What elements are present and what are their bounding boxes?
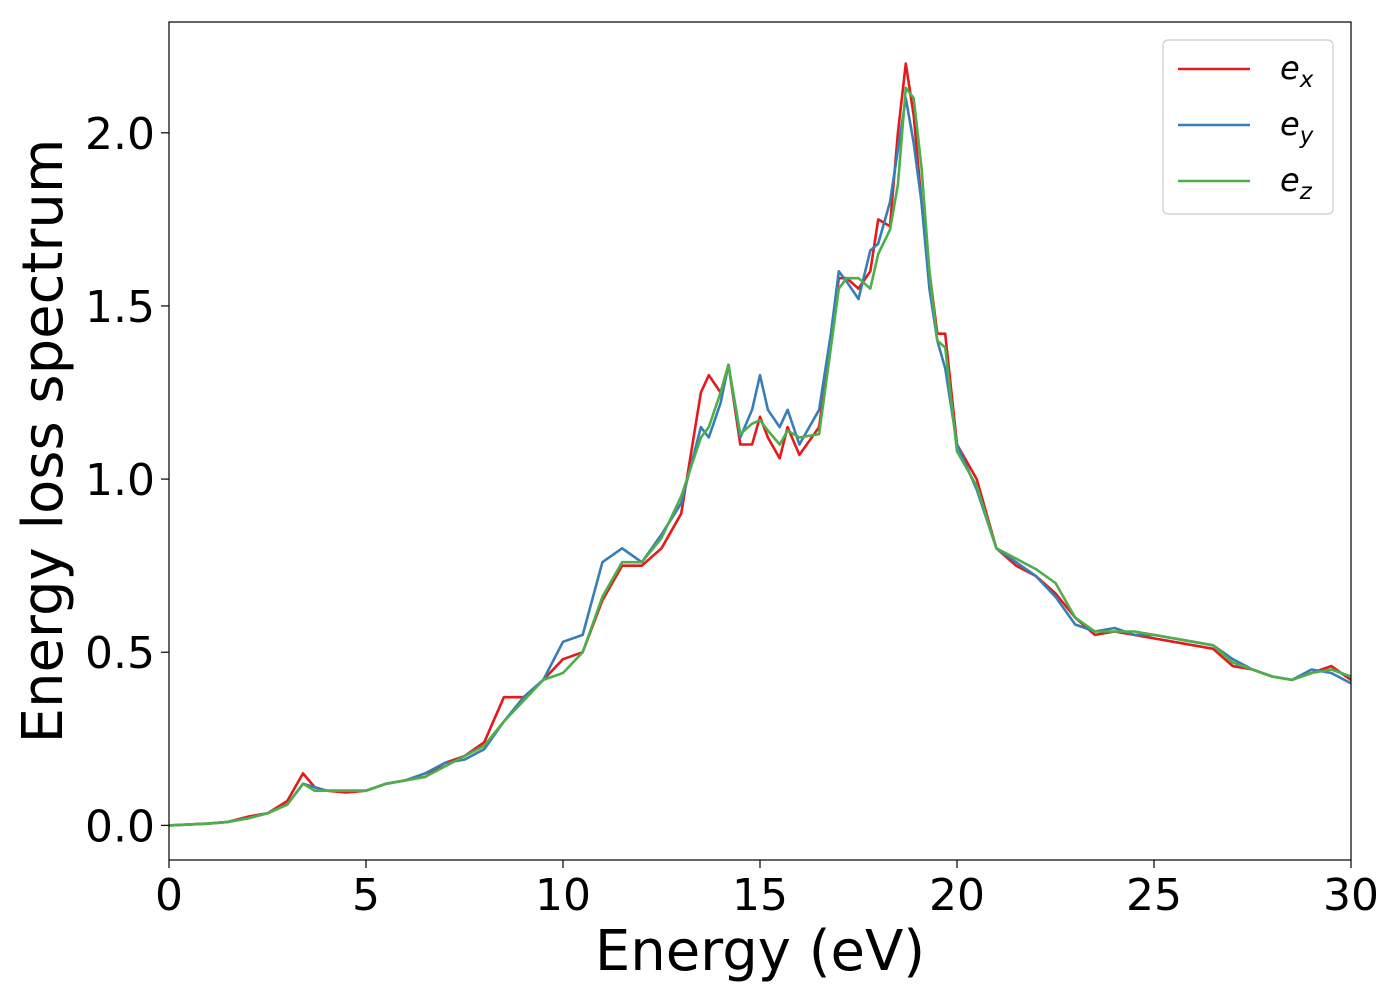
x-tick-label: 20 [929,870,985,921]
y-tick-label: 2.0 [85,109,155,160]
y-tick-label: 1.0 [85,455,155,506]
legend-label-y: ey [1280,105,1314,149]
x-tick-label: 15 [732,870,788,921]
x-tick-label: 10 [535,870,591,921]
legend: ex ey ez [1162,39,1334,215]
x-tick-label: 0 [155,870,183,921]
legend-box [1162,39,1334,215]
legend-label-x: ex [1280,49,1314,93]
legend-label-z: ez [1280,161,1313,205]
series-line-z [168,86,1352,827]
y-axis-label: Energy loss spectrum [11,139,76,744]
x-axis-label: Energy (eV) [595,919,925,984]
y-tick-label: 0.5 [85,628,155,679]
y-tick-label: 1.5 [85,282,155,333]
x-tick-label: 25 [1126,870,1182,921]
x-tick-label: 30 [1323,870,1379,921]
series-layer [168,62,1352,827]
x-tick-label: 5 [352,870,380,921]
x-axis: 0 5 10 15 20 25 30 [155,860,1379,921]
y-axis: 0.0 0.5 1.0 1.5 2.0 [85,109,169,852]
y-tick-label: 0.0 [85,801,155,852]
